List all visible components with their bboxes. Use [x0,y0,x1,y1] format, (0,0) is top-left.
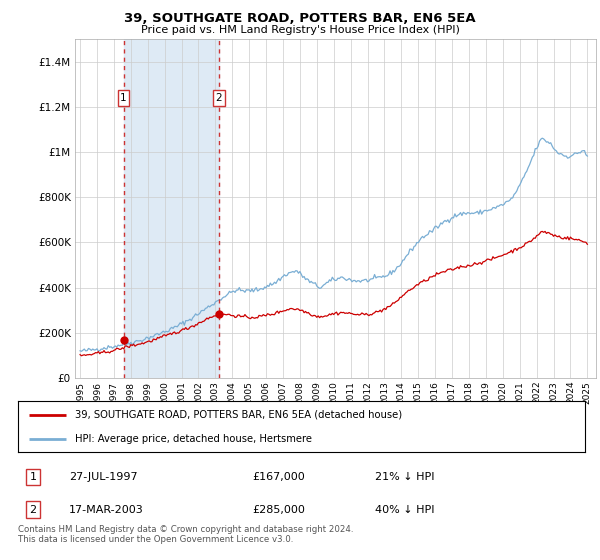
Bar [124,39,219,378]
Text: 39, SOUTHGATE ROAD, POTTERS BAR, EN6 5EA (detached house): 39, SOUTHGATE ROAD, POTTERS BAR, EN6 5EA… [75,410,402,420]
Text: 21% ↓ HPI: 21% ↓ HPI [375,472,434,482]
Text: 2: 2 [215,93,222,103]
Text: Contains HM Land Registry data © Crown copyright and database right 2024.
This d: Contains HM Land Registry data © Crown c… [18,525,353,544]
Text: HPI: Average price, detached house, Hertsmere: HPI: Average price, detached house, Hert… [75,433,312,444]
Text: 17-MAR-2003: 17-MAR-2003 [69,505,144,515]
Text: 39, SOUTHGATE ROAD, POTTERS BAR, EN6 5EA: 39, SOUTHGATE ROAD, POTTERS BAR, EN6 5EA [124,12,476,25]
Text: 27-JUL-1997: 27-JUL-1997 [69,472,137,482]
Text: 1: 1 [120,93,127,103]
Text: 1: 1 [29,472,37,482]
Text: £167,000: £167,000 [252,472,305,482]
Text: 2: 2 [29,505,37,515]
Text: £285,000: £285,000 [252,505,305,515]
Text: 40% ↓ HPI: 40% ↓ HPI [375,505,434,515]
Text: Price paid vs. HM Land Registry's House Price Index (HPI): Price paid vs. HM Land Registry's House … [140,25,460,35]
